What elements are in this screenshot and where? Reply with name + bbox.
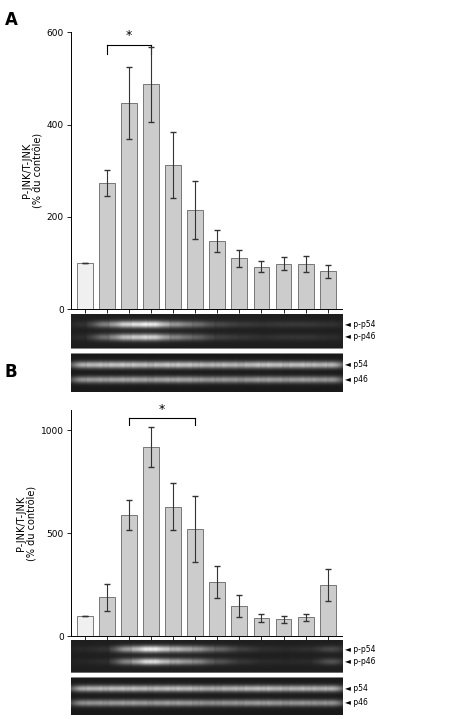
Text: B: B — [5, 363, 17, 381]
Bar — [121, 103, 137, 309]
Bar — [319, 585, 335, 636]
Bar — [143, 85, 159, 309]
Bar — [319, 271, 335, 309]
Y-axis label: P-JNK/T-JNK
(% du contrôle): P-JNK/T-JNK (% du contrôle) — [22, 133, 44, 209]
Bar — [143, 447, 159, 636]
Text: ◄ p54: ◄ p54 — [344, 684, 367, 693]
Bar — [77, 615, 93, 636]
Bar — [187, 210, 203, 309]
Text: ◄ p-p46: ◄ p-p46 — [344, 332, 374, 342]
Bar — [187, 529, 203, 636]
Text: *: * — [126, 29, 132, 42]
Text: ◄ p-p46: ◄ p-p46 — [344, 657, 374, 667]
Bar — [275, 264, 291, 309]
Text: ◄ p54: ◄ p54 — [344, 360, 367, 369]
Bar — [209, 582, 225, 636]
Text: *: * — [159, 403, 165, 416]
Bar — [231, 606, 247, 636]
Text: ◄ p46: ◄ p46 — [344, 375, 367, 383]
Bar — [165, 165, 181, 309]
Bar — [231, 258, 247, 309]
Text: A: A — [5, 11, 17, 29]
Y-axis label: P-JNK/T-JNK
(% du contrôle): P-JNK/T-JNK (% du contrôle) — [16, 485, 38, 561]
Text: ◄ p-p54: ◄ p-p54 — [344, 645, 374, 654]
Bar — [165, 507, 181, 636]
Text: ◄ p46: ◄ p46 — [344, 698, 367, 707]
Bar — [77, 263, 93, 309]
Bar — [297, 264, 313, 309]
Text: ◄ p-p54: ◄ p-p54 — [344, 319, 374, 329]
Bar — [253, 267, 269, 309]
Bar — [275, 620, 291, 636]
Bar — [99, 183, 115, 309]
Bar — [209, 241, 225, 309]
Bar — [297, 618, 313, 636]
Bar — [253, 618, 269, 636]
Bar — [99, 597, 115, 636]
Bar — [121, 515, 137, 636]
